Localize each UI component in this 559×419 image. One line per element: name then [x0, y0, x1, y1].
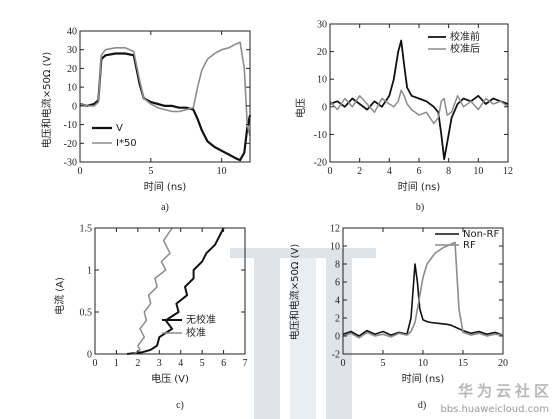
- y-axis-label: 电压和电流×50Ω (V): [40, 52, 53, 149]
- x-axis-label: 时间 (ns): [144, 180, 187, 193]
- chart-panel-1: 0 5 10 -30 -20 -10 0 10 20 30 40 时间 (ns) 电压和电流×50Ω (…: [40, 27, 252, 213]
- panel-label: b): [416, 202, 424, 213]
- x-tick-label: 4: [178, 358, 183, 369]
- plot-frame: [342, 227, 504, 355]
- legend-entry: 校准前: [450, 30, 480, 43]
- legend-entry: 无校准: [186, 313, 216, 326]
- x-tick-label: 2: [357, 166, 362, 177]
- plot-frame: [79, 30, 251, 163]
- x-tick-label: 0: [328, 166, 333, 177]
- x-axis-label: 时间 (ns): [402, 372, 445, 385]
- y-tick-label: 20: [317, 47, 327, 58]
- x-axis-label: 电压 (V): [151, 372, 189, 385]
- y-tick-label: -30: [64, 158, 77, 169]
- panel-label: d): [418, 400, 426, 411]
- series-line-1: [126, 227, 225, 355]
- y-axis-label: 电流 (A): [53, 277, 66, 315]
- y-tick-label: -10: [314, 130, 327, 141]
- series-line-2: [133, 227, 173, 355]
- x-tick-label: 10: [473, 166, 483, 177]
- x-axis-label: 时间 (ns): [398, 180, 441, 193]
- x-tick-label: 10: [217, 166, 227, 177]
- y-tick-label: 30: [317, 20, 327, 31]
- x-tick-label: 6: [417, 166, 422, 177]
- plot-frame: [329, 23, 509, 163]
- y-tick-label: 12: [330, 224, 340, 235]
- x-tick-label: 15: [458, 358, 468, 369]
- watermark-background-logo: [230, 248, 376, 419]
- legend-entry: 校准: [186, 326, 206, 339]
- y-tick-label: -20: [64, 139, 77, 150]
- y-tick-label: -2: [332, 350, 340, 361]
- y-axis-label: 电压和电流×50Ω (V): [288, 244, 301, 341]
- x-tick-label: 20: [498, 358, 508, 369]
- y-tick-label: 1.5: [80, 224, 93, 235]
- legend-entry: I*50: [116, 138, 137, 149]
- y-tick-label: 0: [322, 102, 327, 113]
- y-tick-label: 10: [330, 242, 340, 253]
- x-tick-label: 5: [381, 358, 386, 369]
- y-tick-label: 0.5: [80, 308, 93, 319]
- legend-entry: RF: [463, 240, 476, 251]
- y-tick-label: -20: [314, 158, 327, 169]
- y-tick-label: 10: [67, 83, 77, 94]
- y-tick-label: 0: [87, 350, 92, 361]
- y-tick-label: 40: [67, 27, 77, 38]
- x-tick-label: 10: [418, 358, 428, 369]
- x-tick-label: 0: [93, 358, 98, 369]
- x-tick-label: 8: [446, 166, 451, 177]
- watermark-url: bbs.huaweicloud.com: [440, 404, 549, 415]
- x-tick-label: 0: [78, 166, 83, 177]
- y-tick-label: 1: [87, 266, 92, 277]
- y-tick-label: 6: [335, 278, 340, 289]
- y-tick-label: 0: [335, 332, 340, 343]
- legend-entry: V: [116, 123, 123, 134]
- panel-label: c): [176, 400, 184, 411]
- series-line-1: [79, 52, 252, 162]
- y-axis-label: 电压: [294, 98, 307, 118]
- y-tick-label: 10: [317, 75, 327, 86]
- x-tick-label: 6: [221, 358, 226, 369]
- x-tick-label: 2: [135, 358, 140, 369]
- plot-frame: [94, 227, 246, 355]
- legend-entry: 校准后: [450, 42, 480, 55]
- x-tick-label: 7: [243, 358, 248, 369]
- y-tick-label: 0: [72, 101, 77, 112]
- y-tick-label: 4: [335, 296, 340, 307]
- legend-entry: Non-RF: [463, 229, 499, 240]
- x-tick-label: 4: [387, 166, 392, 177]
- x-tick-label: 5: [148, 166, 153, 177]
- series-line-2: [79, 41, 251, 136]
- watermark-text: 华为云社区: [457, 382, 553, 400]
- x-tick-label: 5: [200, 358, 205, 369]
- series-line-1: [342, 263, 504, 337]
- panel-label: a): [161, 202, 169, 213]
- x-tick-label: 1: [114, 358, 119, 369]
- y-tick-label: 2: [335, 314, 340, 325]
- x-tick-label: 3: [157, 358, 162, 369]
- series-line-2: [342, 241, 504, 339]
- y-tick-label: 30: [67, 45, 77, 56]
- y-tick-label: 20: [67, 64, 77, 75]
- legend: V I*50: [92, 123, 137, 149]
- x-tick-label: 12: [503, 166, 513, 177]
- x-tick-label: 0: [341, 358, 346, 369]
- series-line-2: [329, 89, 509, 125]
- y-tick-label: -10: [64, 120, 77, 131]
- y-tick-label: 8: [335, 260, 340, 271]
